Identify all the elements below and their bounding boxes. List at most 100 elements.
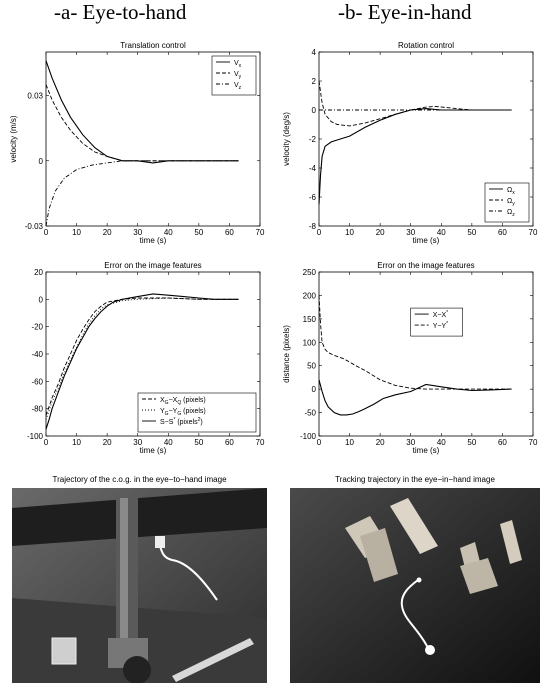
y-tick-label: 0 — [39, 157, 44, 166]
image-error-chart-b: Error on the image features 0 10 20 30 40 50 60… — [282, 261, 538, 455]
series-line-0 — [318, 379, 512, 416]
plot-frame — [45, 51, 261, 227]
legend-entry: YG−YG (pixels) — [160, 408, 206, 417]
rotation-control-chart: Rotation control 0 10 20 30 40 50 60 70 -8 -6 -4 -2 0… — [282, 41, 538, 245]
x-tick-label: 40 — [164, 438, 173, 447]
photo-title-a: Trajectory of the c.o.g. in the eye−to−h… — [52, 475, 227, 484]
legend-entry: Ωz — [507, 209, 515, 218]
x-tick-label: 0 — [317, 228, 322, 237]
series-line-0 — [45, 60, 239, 164]
x-tick-label: 70 — [256, 438, 265, 447]
x-tick-label: 40 — [437, 438, 446, 447]
legend-box — [137, 392, 257, 433]
series-line-0 — [45, 297, 239, 416]
y-tick-label: -2 — [309, 135, 317, 144]
legend-box — [410, 307, 463, 337]
x-tick-label: 0 — [44, 228, 49, 237]
y-tick-label: -100 — [300, 432, 317, 441]
y-axis-label: distance (pixels) — [282, 325, 291, 383]
x-axis-label: time (s) — [413, 446, 440, 455]
y-tick-label: 0 — [312, 106, 317, 115]
x-tick-label: 30 — [406, 438, 415, 447]
chart-title: Error on the image features — [377, 261, 474, 270]
x-tick-label: 0 — [44, 438, 49, 447]
y-tick-label: 0 — [39, 295, 44, 304]
x-tick-label: 60 — [225, 228, 234, 237]
x-tick-label: 50 — [194, 228, 203, 237]
x-tick-label: 50 — [467, 438, 476, 447]
chart-title: Translation control — [120, 41, 186, 50]
legend-box — [484, 182, 530, 223]
y-tick-label: -40 — [31, 350, 43, 359]
x-tick-label: 0 — [317, 438, 322, 447]
y-tick-label: -8 — [309, 222, 317, 231]
legend-entry: X−X* — [433, 310, 448, 319]
y-tick-label: -100 — [27, 432, 44, 441]
x-tick-label: 60 — [225, 438, 234, 447]
eye-in-hand-photo — [290, 488, 540, 683]
image-error-chart-a: Error on the image features 0 10 20 30 40 50 60… — [27, 261, 265, 455]
y-tick-label: -4 — [309, 164, 317, 173]
y-tick-label: -80 — [31, 405, 43, 414]
x-tick-label: 60 — [498, 228, 507, 237]
y-tick-label: -6 — [309, 193, 317, 202]
x-tick-label: 60 — [498, 438, 507, 447]
series-line-2 — [45, 160, 239, 227]
x-tick-label: 20 — [376, 228, 385, 237]
x-tick-label: 20 — [376, 438, 385, 447]
chart-title: Error on the image features — [104, 261, 201, 270]
legend-entry: Ωy — [507, 198, 515, 207]
y-tick-label: 100 — [303, 338, 317, 347]
eye-in-hand-scene — [290, 488, 540, 683]
x-tick-label: 30 — [406, 228, 415, 237]
y-tick-label: 150 — [303, 315, 317, 324]
x-tick-label: 70 — [256, 228, 265, 237]
x-tick-label: 10 — [345, 228, 354, 237]
eye-to-hand-photo — [12, 488, 267, 683]
y-axis-label: velocity (m/s) — [9, 115, 18, 162]
series-line-1 — [318, 80, 512, 127]
y-tick-label: 200 — [303, 291, 317, 300]
y-tick-label: 20 — [34, 268, 43, 277]
x-tick-label: 50 — [194, 438, 203, 447]
y-tick-label: -0.03 — [25, 222, 44, 231]
series-line-0 — [318, 108, 512, 205]
y-tick-label: 4 — [312, 48, 317, 57]
y-tick-label: -20 — [31, 323, 43, 332]
series-line-2 — [45, 293, 239, 430]
legend-entry: Vy — [234, 71, 242, 80]
eye-to-hand-scene — [12, 488, 267, 683]
column-title-a: -a- Eye-to-hand — [54, 0, 187, 24]
x-axis-label: time (s) — [140, 236, 167, 245]
y-tick-label: 0 — [312, 385, 317, 394]
x-tick-label: 40 — [437, 228, 446, 237]
plot-frame — [318, 271, 534, 437]
legend-entry: Ωx — [507, 187, 515, 196]
legend-entry: Y−Y* — [433, 321, 448, 330]
x-tick-label: 30 — [133, 228, 142, 237]
x-tick-label: 10 — [72, 438, 81, 447]
x-tick-label: 20 — [103, 228, 112, 237]
column-title-b: -b- Eye-in-hand — [338, 0, 472, 24]
x-tick-label: 40 — [164, 228, 173, 237]
legend-entry: Vz — [234, 82, 242, 91]
y-tick-label: 2 — [312, 77, 317, 86]
legend-entry: Vx — [234, 60, 242, 69]
y-tick-label: 0.03 — [27, 92, 43, 101]
y-axis-label: velocity (deg/s) — [282, 112, 291, 166]
y-tick-label: 50 — [307, 362, 316, 371]
y-tick-label: -50 — [304, 409, 316, 418]
x-tick-label: 70 — [529, 228, 538, 237]
legend-entry: XG−XQ (pixels) — [160, 397, 206, 406]
y-tick-label: 250 — [303, 268, 317, 277]
x-tick-label: 10 — [72, 228, 81, 237]
x-tick-label: 10 — [345, 438, 354, 447]
x-axis-label: time (s) — [140, 446, 167, 455]
x-tick-label: 20 — [103, 438, 112, 447]
x-tick-label: 50 — [467, 228, 476, 237]
x-axis-label: time (s) — [413, 236, 440, 245]
legend-box — [211, 55, 257, 96]
photo-title-b: Tracking trajectory in the eye−in−hand i… — [335, 475, 495, 484]
y-tick-label: -60 — [31, 377, 43, 386]
